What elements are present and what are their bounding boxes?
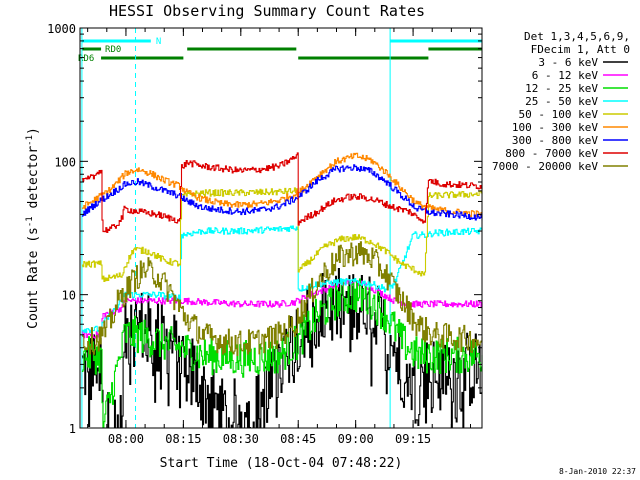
state-bars: N RD0 RD6 — [78, 37, 482, 64]
y-label-main: Count Rate (s — [26, 227, 41, 329]
series-line-25-50-kev — [81, 225, 483, 334]
x-tick-label: 09:00 — [338, 432, 374, 446]
legend-label-50-100-kev: 50 - 100 keV — [519, 108, 599, 121]
chart-title: HESSI Observing Summary Count Rates — [109, 2, 425, 20]
series-line-6-12-kev — [81, 279, 483, 339]
state-label-n: N — [156, 37, 161, 47]
series-line-300-800-kev — [81, 164, 483, 221]
state-label-rd6: RD6 — [78, 54, 94, 64]
legend-label-800-7000-kev: 800 - 7000 keV — [505, 147, 598, 160]
series-line-50-100-kev — [81, 187, 483, 283]
timestamp-footer: 8-Jan-2010 22:37 — [559, 467, 636, 476]
legend-label-100-300-kev: 100 - 300 keV — [512, 121, 598, 134]
legend-label-3-6-kev: 3 - 6 keV — [538, 56, 598, 69]
x-tick-label: 08:00 — [108, 432, 144, 446]
plot-frame — [79, 27, 483, 429]
legend-label-25-50-kev: 25 - 50 keV — [525, 95, 598, 108]
y-label-sup2: -1 — [25, 135, 35, 146]
series-line-3-6-kev — [81, 267, 483, 429]
y-axis-label: Count Rate (s-1 detector-1) — [25, 127, 41, 329]
y-tick-label: 1 — [69, 422, 76, 436]
y-label-end: ) — [26, 127, 41, 135]
y-label-mid: detector — [26, 146, 41, 217]
x-tick-label: 09:15 — [395, 432, 431, 446]
x-tick-label: 08:15 — [165, 432, 201, 446]
axes: 1 10 100 1000 08:00 08:15 08:30 08:45 09:00 09:15 — [47, 22, 482, 446]
legend-label-6-12-kev: 6 - 12 keV — [532, 69, 599, 82]
y-tick-label: 1000 — [47, 22, 76, 36]
legend-header-line: Det 1,3,4,5,6,9, — [524, 30, 630, 43]
y-label-sup1: -1 — [25, 216, 35, 227]
x-axis-label: Start Time (18-Oct-04 07:48:22) — [160, 456, 403, 471]
x-tick-label: 08:30 — [223, 432, 259, 446]
series-line-7000-20000-kev — [81, 241, 483, 356]
legend-label-7000-20000-kev: 7000 - 20000 keV — [492, 160, 598, 173]
series-lines — [81, 152, 483, 429]
legend-label-300-800-kev: 300 - 800 keV — [512, 134, 598, 147]
x-tick-label: 08:45 — [280, 432, 316, 446]
state-label-rd0: RD0 — [105, 45, 121, 55]
series-line-800-7000-kev — [81, 152, 483, 233]
legend: Det 1,3,4,5,6,9,FDecim 1, Att 03 - 6 keV… — [492, 30, 630, 173]
series-line-100-300-kev — [81, 152, 483, 218]
legend-label-12-25-kev: 12 - 25 keV — [525, 82, 598, 95]
y-tick-label: 100 — [54, 155, 76, 169]
y-tick-label: 10 — [62, 289, 76, 303]
legend-header-line: FDecim 1, Att 0 — [531, 43, 630, 56]
